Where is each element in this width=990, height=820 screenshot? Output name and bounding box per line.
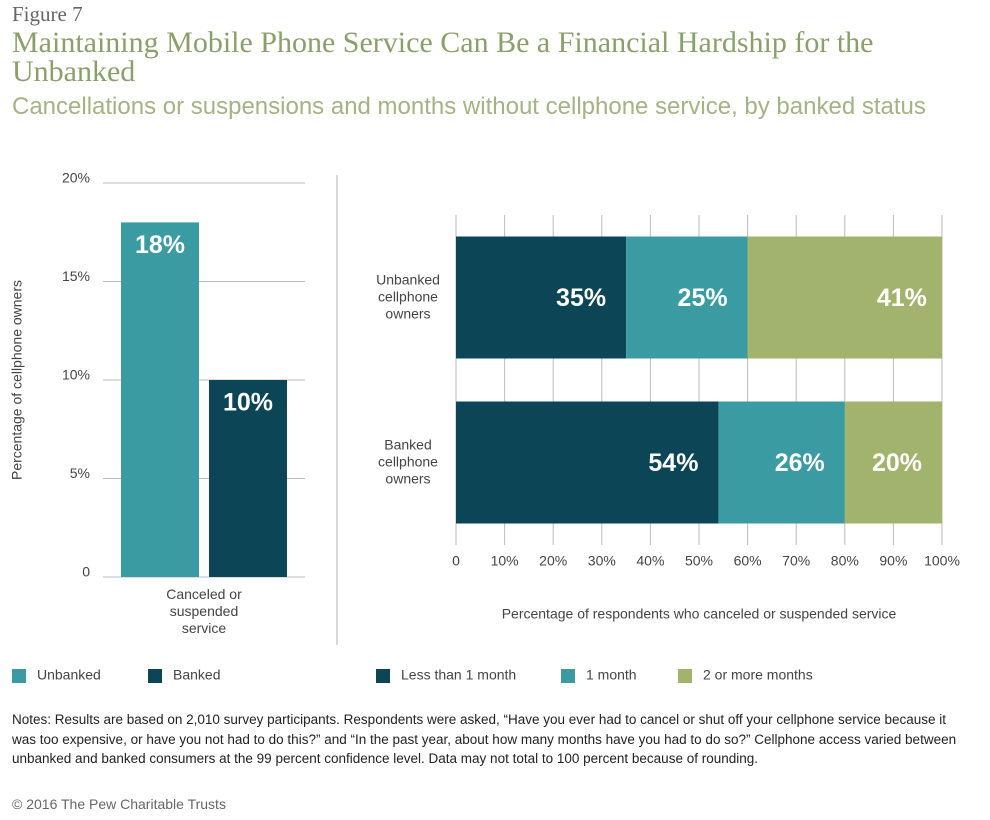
x-tick-label: Canceled or suspended service <box>166 586 242 636</box>
legend-swatch <box>678 669 692 683</box>
legend-label: 1 month <box>586 667 637 683</box>
y-tick-label: 5% <box>70 465 90 481</box>
x-tick-label: 40% <box>636 553 664 569</box>
y-tick-label: 20% <box>62 170 90 186</box>
bar-segment <box>456 401 719 524</box>
y-tick-label: 15% <box>62 268 90 284</box>
notes: Notes: Results are based on 2,010 survey… <box>12 712 957 766</box>
plot-area <box>456 236 942 524</box>
legend-label: Unbanked <box>37 667 101 683</box>
bar <box>209 380 287 577</box>
x-tick-label: 100% <box>924 553 960 569</box>
figure-label: Figure 7 <box>12 2 83 26</box>
x-tick-label: 90% <box>879 553 907 569</box>
value-label: 10% <box>223 389 273 417</box>
x-tick-label: 0 <box>452 553 460 569</box>
bar-segment <box>844 401 942 524</box>
value-label: 18% <box>135 231 185 259</box>
x-tick-label: 80% <box>831 553 859 569</box>
subtitle: Cancellations or suspensions and months … <box>12 93 926 120</box>
value-label: 54% <box>648 449 698 477</box>
x-axis-title: Percentage of respondents who canceled o… <box>502 606 897 622</box>
x-tick-label: 60% <box>734 553 762 569</box>
source: © 2016 The Pew Charitable Trusts <box>12 796 226 812</box>
y-tick-label: 10% <box>62 367 90 383</box>
bar-segment <box>456 236 627 359</box>
x-tick-label: 30% <box>588 553 616 569</box>
value-label: 35% <box>556 284 606 312</box>
legend-swatch <box>561 669 575 683</box>
legend-swatch <box>12 669 26 683</box>
charts: 0 5% 10% 15% 20% Percentage of cellphone owne… <box>9 170 960 683</box>
y-tick-label: 0 <box>82 564 90 580</box>
y-axis-title: Percentage of cellphone owners <box>9 280 25 480</box>
y-tick-label: Unbanked cellphone owners <box>376 271 440 321</box>
x-tick-label: 20% <box>539 553 567 569</box>
legend-label: 2 or more months <box>703 667 813 683</box>
x-tick-label: 50% <box>685 553 713 569</box>
x-tick-label: 10% <box>491 553 519 569</box>
legend-label: Banked <box>173 667 220 683</box>
legend-swatch <box>376 669 390 683</box>
legend-swatch <box>148 669 162 683</box>
value-label: 26% <box>775 449 825 477</box>
title: Maintaining Mobile Phone Service Can Be … <box>12 26 874 88</box>
value-label: 25% <box>678 284 728 312</box>
value-label: 20% <box>872 449 922 477</box>
value-label: 41% <box>877 284 927 312</box>
legend-label: Less than 1 month <box>401 667 516 683</box>
bar-segment <box>626 236 748 359</box>
x-tick-label: 70% <box>782 553 810 569</box>
bar-segment <box>718 401 845 524</box>
bar-segment <box>747 236 942 359</box>
bar <box>121 222 199 577</box>
y-tick-label: Banked cellphone owners <box>378 436 438 486</box>
